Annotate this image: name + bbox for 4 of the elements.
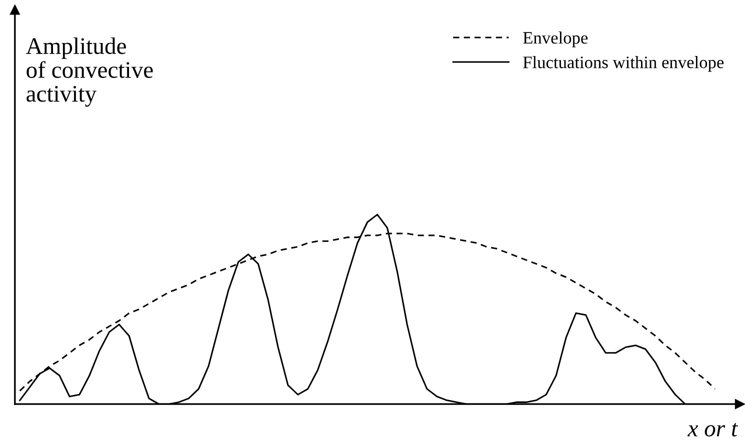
legend-label: Fluctuations within envelope [523, 56, 724, 72]
legend-label: Envelope [523, 32, 588, 48]
y-axis-title: Amplitude of convective activity [26, 37, 153, 107]
x-axis-title: x or t [687, 422, 738, 436]
